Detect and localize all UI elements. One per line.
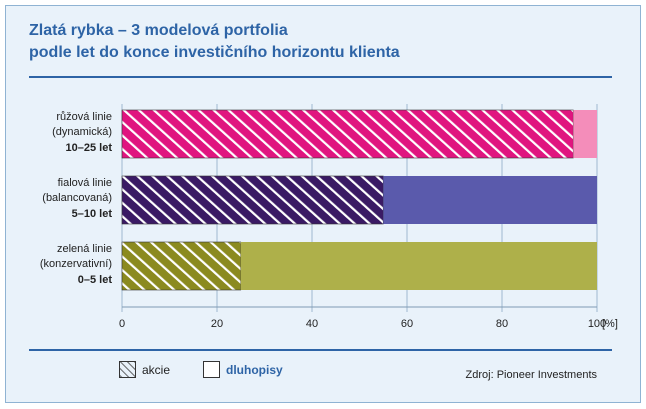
x-tick-label: 100 — [588, 318, 606, 330]
source-note: Zdroj: Pioneer Investments — [465, 369, 597, 381]
category-label-horizon: 10–25 let — [66, 142, 113, 154]
x-tick-label: 40 — [306, 318, 318, 330]
legend-divider — [29, 349, 612, 351]
category-label-type: (konzervativní) — [40, 258, 112, 270]
legend-label-akcie: akcie — [142, 362, 171, 377]
chart-title-line-2: podle let do konce investičního horizont… — [29, 44, 400, 61]
bars-layer — [121, 109, 597, 291]
category-label-horizon: 5–10 let — [72, 208, 113, 220]
bar-akcie-2 — [121, 175, 384, 225]
legend-label-dluhopisy: dluhopisy — [226, 362, 283, 377]
hatch-swatch-icon — [119, 361, 136, 378]
category-label-name: fialová linie — [58, 177, 112, 189]
bar-akcie-3 — [121, 241, 242, 291]
chart-title: Zlatá rybka – 3 modelová portfolia podle… — [29, 20, 400, 64]
x-axis: 0 20 40 60 80 100[%] — [119, 306, 618, 330]
category-label-horizon: 0–5 let — [78, 274, 113, 286]
solid-swatch-icon — [203, 361, 220, 378]
bar-akcie-1 — [121, 109, 574, 159]
bar-dluhopisy-2 — [383, 176, 597, 224]
bar-dluhopisy-3 — [240, 242, 597, 290]
chart-title-line-1: Zlatá rybka – 3 modelová portfolia — [29, 22, 288, 39]
legend-item-dluhopisy: dluhopisy — [203, 361, 283, 378]
title-divider — [29, 76, 612, 78]
x-tick-label: 80 — [496, 318, 508, 330]
bar-dluhopisy-1 — [573, 110, 597, 158]
category-label-name: zelená linie — [57, 243, 112, 255]
x-tick-label: 0 — [119, 318, 125, 330]
category-label-name: růžová linie — [56, 111, 112, 123]
category-labels: růžová linie (dynamická) 10–25 let fialová … — [40, 111, 112, 286]
legend-item-akcie: akcie — [119, 361, 170, 378]
category-label-type: (dynamická) — [52, 126, 112, 138]
category-label-type: (balancovaná) — [42, 192, 112, 204]
x-unit-label: [%] — [602, 318, 618, 330]
x-tick-label: 20 — [211, 318, 223, 330]
x-tick-label: 60 — [401, 318, 413, 330]
